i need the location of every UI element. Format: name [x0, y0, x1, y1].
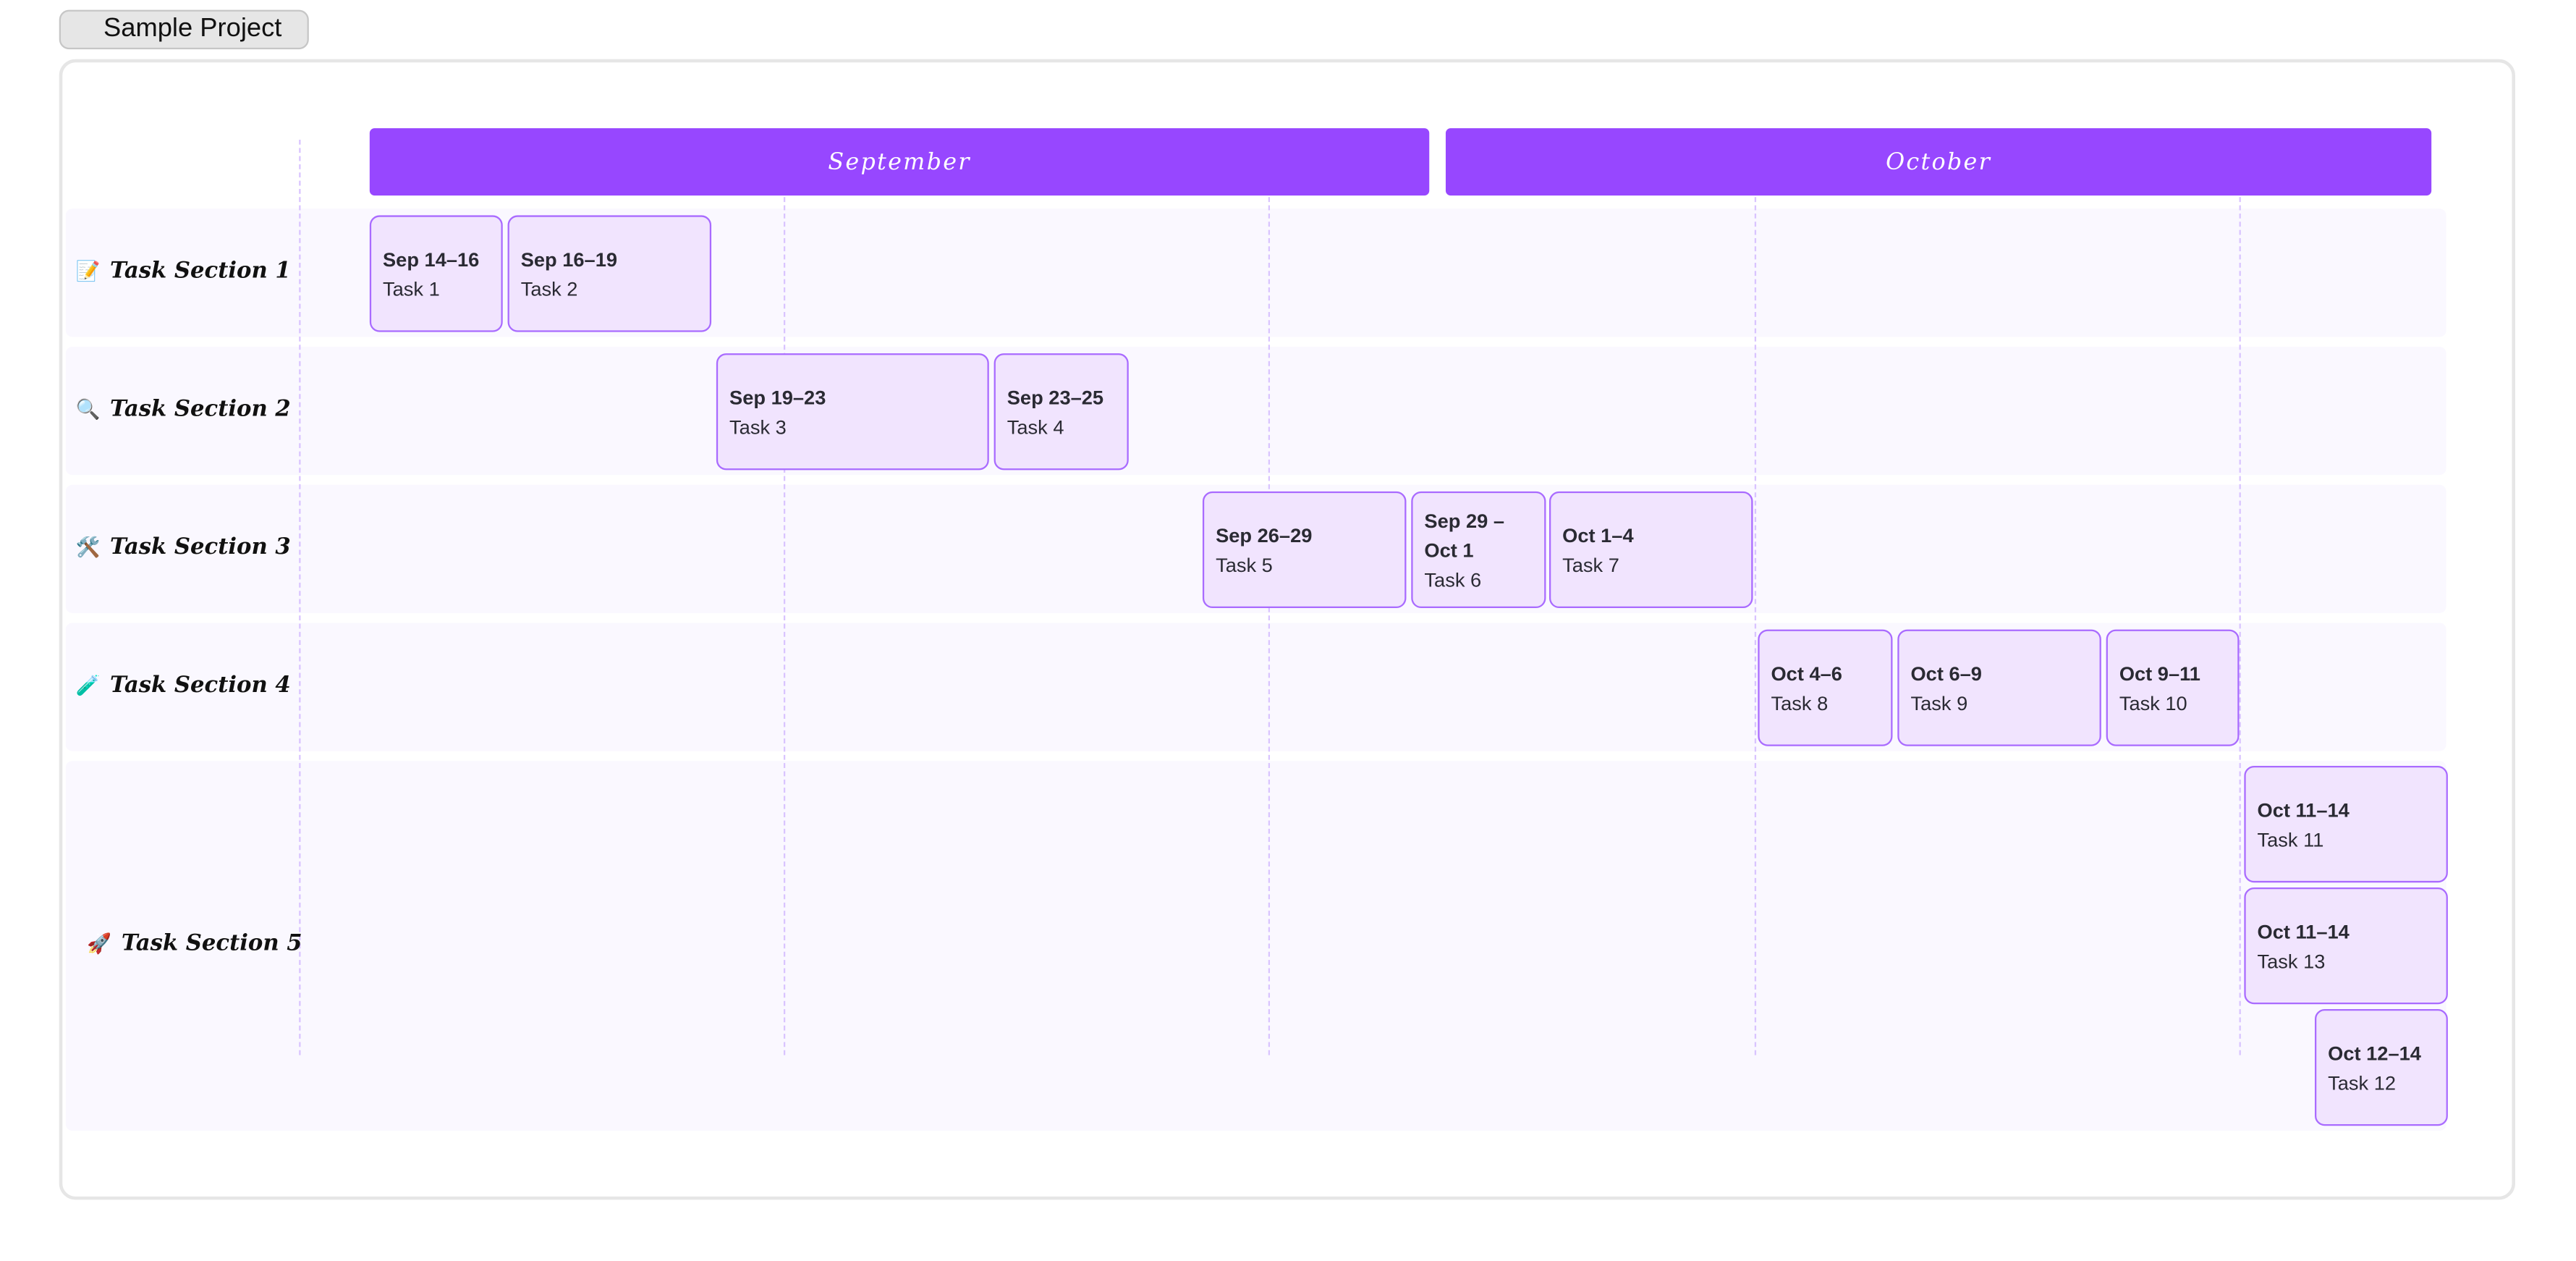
task-bar[interactable]: Oct 6–9 Task 9: [1897, 629, 2101, 746]
section-label-1: 📝 Task Section 1: [75, 258, 290, 284]
test-tube-icon: 🧪: [75, 673, 101, 697]
task-bar[interactable]: Sep 26–29 Task 5: [1202, 491, 1407, 609]
task-dates: Oct 9–11: [2119, 661, 2200, 685]
task-dates: Sep 29 – Oct 1: [1424, 508, 1505, 562]
task-name: Task 10: [2119, 691, 2187, 714]
grid-line: [2239, 139, 2241, 1055]
task-bar[interactable]: Sep 29 – Oct 1 Task 6: [1411, 491, 1546, 609]
rocket-icon: 🚀: [87, 932, 112, 956]
section-label-text: Task Section 3: [110, 534, 291, 561]
section-label-3: 🛠️ Task Section 3: [75, 534, 290, 560]
task-dates: Sep 14–16: [383, 247, 480, 271]
task-bar[interactable]: Oct 12–14 Task 12: [2314, 1009, 2448, 1126]
task-bar[interactable]: Oct 4–6 Task 8: [1758, 629, 1893, 746]
task-dates: Sep 19–23: [729, 385, 826, 409]
task-bar[interactable]: Sep 16–19 Task 2: [507, 215, 712, 332]
section-label-5: 🚀 Task Section 5: [87, 930, 302, 956]
section-label-text: Task Section 5: [121, 930, 302, 957]
section-label-text: Task Section 4: [110, 672, 291, 699]
grid-line: [783, 139, 786, 1055]
task-name: Task 9: [1910, 691, 1968, 714]
task-name: Task 2: [520, 277, 578, 300]
month-header-october: October: [1445, 128, 2432, 196]
project-title-button[interactable]: Sample Project: [59, 9, 309, 50]
section-label-text: Task Section 2: [110, 396, 291, 423]
task-dates: Oct 12–14: [2328, 1041, 2421, 1065]
gantt-frame: [59, 59, 2515, 1200]
task-dates: Oct 4–6: [1771, 661, 1842, 685]
task-dates: Oct 1–4: [1562, 523, 1634, 547]
magnifier-icon: 🔍: [75, 397, 101, 421]
task-bar[interactable]: Sep 14–16 Task 1: [369, 215, 503, 332]
month-label: September: [828, 148, 971, 175]
task-bar[interactable]: Oct 9–11 Task 10: [2106, 629, 2240, 746]
task-name: Task 4: [1007, 415, 1064, 439]
grid-line: [1754, 139, 1757, 1055]
task-name: Task 6: [1424, 568, 1482, 591]
task-dates: Oct 11–14: [2257, 919, 2350, 943]
section-row-5: [65, 761, 2446, 1131]
task-dates: Oct 6–9: [1910, 661, 1982, 685]
task-name: Task 8: [1771, 691, 1829, 714]
task-name: Task 1: [383, 277, 440, 300]
task-bar[interactable]: Oct 11–14 Task 11: [2244, 766, 2448, 883]
task-name: Task 7: [1562, 552, 1619, 576]
memo-icon: 📝: [75, 259, 101, 283]
task-name: Task 13: [2257, 949, 2326, 972]
task-bar[interactable]: Sep 19–23 Task 3: [716, 353, 989, 471]
task-name: Task 5: [1216, 552, 1273, 576]
section-label-4: 🧪 Task Section 4: [75, 672, 290, 699]
task-name: Task 3: [729, 415, 787, 439]
task-dates: Sep 26–29: [1216, 523, 1313, 547]
section-row-2: [65, 347, 2446, 476]
section-label-2: 🔍 Task Section 2: [75, 396, 290, 422]
task-dates: Oct 11–14: [2257, 798, 2350, 822]
grid-line: [299, 139, 301, 1055]
task-dates: Sep 16–19: [520, 247, 618, 271]
tools-icon: 🛠️: [75, 536, 101, 559]
task-dates: Sep 23–25: [1007, 385, 1104, 409]
month-label: October: [1886, 148, 1992, 175]
section-label-text: Task Section 1: [110, 258, 291, 284]
task-bar[interactable]: Oct 11–14 Task 13: [2244, 887, 2448, 1005]
month-header-september: September: [369, 128, 1430, 196]
task-name: Task 12: [2328, 1071, 2397, 1094]
task-bar[interactable]: Sep 23–25 Task 4: [993, 353, 1129, 471]
task-bar[interactable]: Oct 1–4 Task 7: [1548, 491, 1753, 609]
task-name: Task 11: [2257, 827, 2324, 851]
